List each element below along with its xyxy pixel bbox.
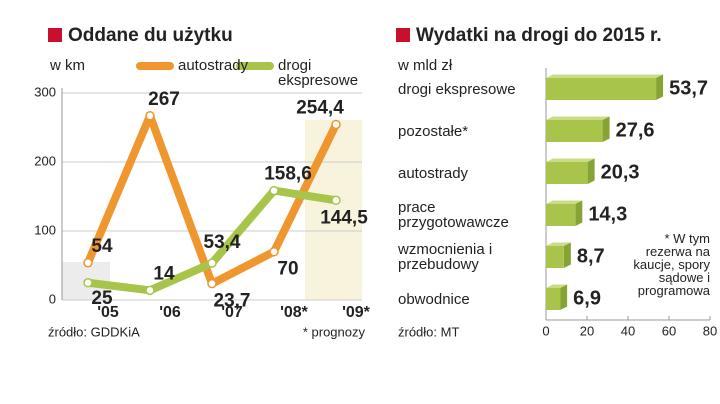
legend-label: autostrady: [178, 57, 249, 74]
data-label: 8,7: [577, 245, 605, 267]
legend-label: drogi ekspresowe: [278, 57, 359, 89]
data-label: 53,4: [204, 232, 241, 253]
category-label: pozostałe*: [398, 122, 469, 140]
title-marker: [48, 28, 62, 42]
bar-side: [560, 284, 568, 310]
x-tick-label: '08*: [280, 304, 309, 321]
bar: [546, 204, 576, 226]
x-axis-label: w mld zł: [397, 57, 453, 74]
chart-title: Oddane du użytku: [68, 25, 233, 46]
data-label: 53,7: [669, 77, 708, 99]
point: [207, 278, 217, 289]
title-marker: [396, 28, 410, 42]
bar: [546, 78, 657, 100]
forecast-shade: [305, 120, 362, 300]
data-label: 70: [277, 259, 298, 280]
bar-top: [546, 242, 571, 246]
data-label: 27,6: [616, 119, 655, 141]
bar-side: [602, 116, 610, 142]
point: [207, 258, 217, 268]
point: [83, 278, 93, 288]
category-label: drogi ekspresowe: [398, 80, 516, 98]
data-label: 144,5: [320, 207, 368, 228]
bar-top: [546, 116, 610, 120]
point: [269, 185, 279, 196]
data-label: 267: [148, 89, 180, 110]
category-label: prace przygotowawcze: [398, 199, 509, 231]
y-tick-label: 0: [49, 291, 56, 306]
x-tick-label: 40: [621, 323, 635, 338]
data-label: 54: [91, 236, 113, 257]
y-tick-label: 200: [34, 153, 56, 168]
data-label: 14,3: [588, 203, 627, 225]
x-tick-label: 60: [662, 323, 676, 338]
source: źródło: GDDKiA: [48, 324, 140, 339]
bar: [546, 288, 561, 310]
x-tick-label: 20: [580, 323, 594, 338]
category-label: obwodnice: [398, 290, 470, 308]
y-axis-label: w km: [49, 57, 85, 74]
chart-title: Wydatki na drogi do 2015 r.: [416, 25, 662, 46]
point: [145, 285, 155, 296]
point: [269, 246, 279, 257]
point: [331, 195, 341, 206]
x-tick-label: 0: [542, 323, 549, 338]
data-label: 25: [91, 288, 113, 309]
bar-top: [546, 158, 595, 162]
bar-side: [587, 158, 595, 184]
footnote: * W tym rezerwa na kaucje, spory sądowe …: [633, 231, 710, 298]
x-tick-label: '06: [159, 304, 181, 321]
bar-side: [575, 200, 583, 226]
data-label: 20,3: [601, 161, 640, 183]
bar-top: [546, 200, 583, 204]
x-tick-label: '07: [221, 304, 243, 321]
source: źródło: MT: [398, 324, 459, 339]
bar-side: [656, 74, 664, 100]
category-label: autostrady: [398, 164, 469, 182]
bar-top: [546, 284, 568, 288]
x-tick-label: '09*: [342, 304, 371, 321]
x-tick-label: '05: [97, 304, 119, 321]
bar: [546, 120, 603, 142]
bar: [546, 246, 564, 268]
bar-top: [546, 74, 664, 78]
data-label: 23,7: [214, 291, 251, 312]
data-label: 158,6: [264, 164, 312, 185]
data-label: 254,4: [296, 97, 344, 118]
point: [331, 119, 341, 130]
data-label: 14: [153, 263, 175, 284]
point: [83, 257, 93, 268]
bar-side: [563, 242, 571, 268]
bar: [546, 162, 588, 184]
category-label: wzmocnienia i przebudowy: [398, 241, 493, 273]
point: [145, 111, 155, 121]
data-label: 6,9: [573, 287, 601, 309]
y-tick-label: 100: [34, 222, 56, 237]
note: * prognozy: [303, 324, 366, 339]
x-tick-label: 80: [703, 323, 717, 338]
y-tick-label: 300: [34, 84, 56, 99]
